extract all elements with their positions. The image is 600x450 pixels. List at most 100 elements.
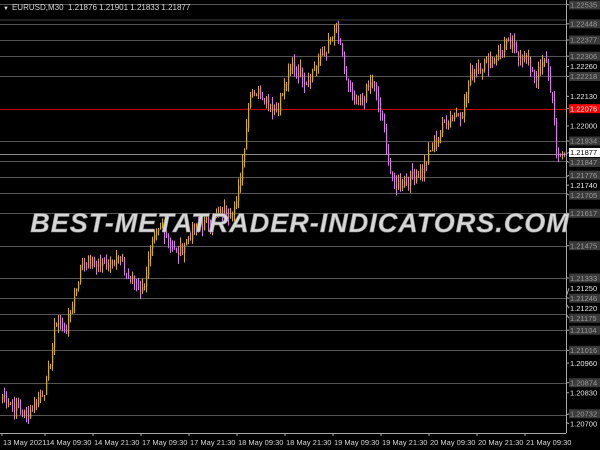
candle-body <box>20 407 22 412</box>
level-label: 1.21705 <box>570 191 597 200</box>
candle-body <box>472 71 474 75</box>
candle-body <box>96 263 98 268</box>
candle-body <box>80 265 82 283</box>
candle-body <box>196 223 198 231</box>
level-label: 1.21333 <box>570 274 597 283</box>
candle-body <box>496 58 498 60</box>
candle-body <box>286 83 288 85</box>
watermark: BEST-METATRADER-INDICATORS.COM <box>30 208 570 239</box>
candle-body <box>466 94 468 99</box>
candle-body <box>424 161 426 173</box>
candle-body <box>374 81 376 85</box>
candle-body <box>334 28 336 38</box>
candle-body <box>356 103 358 105</box>
candle-body <box>284 83 286 94</box>
candle-body <box>152 238 154 249</box>
candle-body <box>368 85 370 88</box>
candle-body <box>564 152 566 155</box>
candle-body <box>386 129 388 152</box>
candle-body <box>172 246 174 249</box>
time-label: 18 May 21:30 <box>286 438 331 447</box>
candle-body <box>26 409 28 414</box>
level-label: 1.21847 <box>570 158 597 167</box>
candle-body <box>266 96 268 104</box>
candle-body <box>380 103 382 113</box>
candle-body <box>246 127 248 149</box>
candle-body <box>164 223 166 236</box>
candle-body <box>354 92 356 104</box>
candle-body <box>66 330 68 334</box>
candle-body <box>188 237 190 240</box>
time-label: 18 May 09:30 <box>238 438 283 447</box>
candle-body <box>106 261 108 268</box>
candle-body <box>402 186 404 188</box>
candle-body <box>140 289 142 292</box>
candle-body <box>44 395 46 397</box>
candle-body <box>16 401 18 412</box>
candle-body <box>122 260 124 262</box>
candle-body <box>394 178 396 183</box>
candles <box>2 20 566 424</box>
level-label-bg <box>569 0 600 10</box>
candle-body <box>250 95 252 108</box>
level-label-bg <box>569 409 600 419</box>
candle-body <box>2 395 4 400</box>
candle-body <box>532 70 534 72</box>
candle-body <box>144 286 146 288</box>
level-label-bg <box>569 19 600 29</box>
time-label: 14 May 21:30 <box>94 438 139 447</box>
level-label: 1.21175 <box>570 314 597 323</box>
candle-body <box>74 294 76 307</box>
candle-body <box>310 79 312 81</box>
candle-body <box>458 113 460 115</box>
candle-body <box>494 59 496 63</box>
candle-body <box>442 121 444 133</box>
candle-body <box>252 92 254 96</box>
candle-body <box>550 72 552 93</box>
candle-body <box>198 223 200 227</box>
level-label-bg <box>569 51 600 61</box>
candle-body <box>482 69 484 72</box>
candle-body <box>84 262 86 264</box>
candle-body <box>76 288 78 295</box>
candle-body <box>116 257 118 264</box>
candle-body <box>160 226 162 229</box>
level-label-bg <box>569 273 600 283</box>
time-label: 14 May 09:30 <box>46 438 91 447</box>
level-label: 1.22306 <box>570 52 597 61</box>
candle-body <box>436 139 438 145</box>
price-tick-label: 1.21250 <box>570 284 597 293</box>
candle-body <box>456 113 458 116</box>
candle-body <box>12 402 14 404</box>
current-price-label-bg <box>569 147 600 157</box>
candle-body <box>276 108 278 112</box>
price-tick-label: 1.21220 <box>570 304 597 313</box>
candle-body <box>30 409 32 419</box>
candle-body <box>524 55 526 61</box>
level-label: 1.22377 <box>570 36 597 45</box>
candle-body <box>236 201 238 207</box>
candle-body <box>212 224 214 228</box>
candle-body <box>270 104 272 107</box>
price-tick-label: 1.22130 <box>570 92 597 101</box>
candle-body <box>46 379 48 396</box>
price-tick-label: 1.22000 <box>570 122 597 131</box>
candle-body <box>476 69 478 71</box>
candle-body <box>506 38 508 45</box>
candle-body <box>450 117 452 123</box>
candle-body <box>350 83 352 89</box>
candle-body <box>412 171 414 177</box>
level-label: 1.22535 <box>570 1 597 10</box>
candle-body <box>534 71 536 76</box>
candle-body <box>58 322 60 325</box>
time-label: 17 May 09:30 <box>142 438 187 447</box>
candle-body <box>150 248 152 260</box>
candle-body <box>558 149 560 155</box>
price-tick-label: 1.20960 <box>570 359 597 368</box>
dropdown-triangle-icon[interactable]: ▼ <box>3 6 9 12</box>
candle-body <box>78 282 80 289</box>
candle-body <box>538 66 540 81</box>
candle-body <box>156 231 158 235</box>
